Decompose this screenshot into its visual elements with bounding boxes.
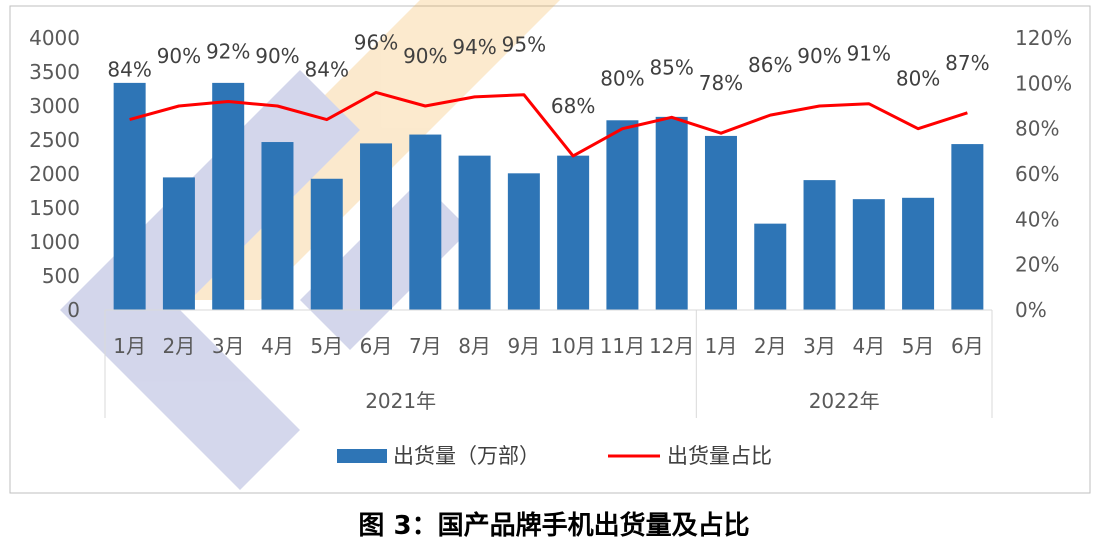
x-tick-label: 3月 — [803, 334, 836, 358]
y-right-tick-label: 0% — [1015, 298, 1047, 322]
bar — [655, 116, 688, 310]
y-right-tick-label: 100% — [1015, 71, 1072, 95]
x-tick-label: 1月 — [705, 334, 738, 358]
data-label: 85% — [649, 55, 693, 79]
x-tick-label: 5月 — [310, 334, 343, 358]
y-right-tick-label: 80% — [1015, 117, 1059, 141]
data-label: 87% — [945, 51, 989, 75]
data-label: 90% — [157, 44, 201, 68]
data-label: 94% — [452, 35, 496, 59]
x-tick-label: 3月 — [212, 334, 245, 358]
x-tick-label: 7月 — [409, 334, 442, 358]
x-tick-label: 4月 — [852, 334, 885, 358]
x-tick-label: 5月 — [902, 334, 935, 358]
group-label: 2021年 — [365, 389, 436, 413]
bar — [261, 142, 294, 310]
x-tick-label: 2月 — [754, 334, 787, 358]
y-left-tick-label: 0 — [67, 298, 80, 322]
data-label: 68% — [551, 94, 595, 118]
y-axis-right: 0% 20% 40% 60% 80% 100% 120% — [1015, 26, 1072, 322]
data-label: 90% — [255, 44, 299, 68]
legend: 出货量（万部） 出货量占比 — [337, 444, 772, 468]
y-axis-left: 0 500 1000 1500 2000 2500 3000 3500 4000 — [29, 26, 80, 322]
bar — [212, 82, 245, 310]
y-left-tick-label: 3000 — [29, 94, 80, 118]
x-tick-label: 4月 — [261, 334, 294, 358]
y-right-tick-label: 120% — [1015, 26, 1072, 50]
x-tick-label: 10月 — [550, 334, 595, 358]
x-tick-label: 6月 — [360, 334, 393, 358]
data-label: 84% — [305, 58, 349, 82]
bar — [704, 135, 737, 310]
y-right-tick-label: 60% — [1015, 162, 1059, 186]
data-label: 95% — [502, 33, 546, 57]
data-label: 86% — [748, 53, 792, 77]
bar — [803, 180, 836, 310]
bar — [852, 199, 885, 310]
bar — [557, 155, 590, 310]
x-tick-label: 8月 — [458, 334, 491, 358]
y-right-tick-label: 40% — [1015, 207, 1059, 231]
bar — [310, 178, 343, 310]
y-right-tick-label: 20% — [1015, 253, 1059, 277]
chart-title: 图 3：国产品牌手机出货量及占比 — [358, 510, 749, 541]
data-label: 80% — [600, 67, 644, 91]
data-label: 92% — [206, 39, 250, 63]
line-data-labels: 84%90% 92% 90%84%96%90% 94% 95%68%80% 85%78%8… — [107, 30, 989, 117]
bar-series — [113, 82, 984, 310]
y-left-tick-label: 4000 — [29, 26, 80, 50]
y-left-tick-label: 3500 — [29, 60, 80, 84]
x-tick-label: 9月 — [507, 334, 540, 358]
bar — [409, 134, 442, 310]
x-tick-label: 2月 — [163, 334, 196, 358]
line-series — [129, 90, 968, 158]
y-left-tick-label: 2000 — [29, 162, 80, 186]
x-axis: 1月 2月 3月 4月 5月 6月 7月 8月 9月 10月 11月 12月 1月 2月 3月 4月 5月 6月 2… — [104, 309, 993, 418]
group-label: 2022年 — [809, 389, 880, 413]
x-tick-label: 1月 — [113, 334, 146, 358]
bar — [754, 223, 787, 310]
data-label: 96% — [354, 30, 398, 54]
data-label: 91% — [847, 42, 891, 66]
legend-bar-swatch — [337, 449, 387, 463]
x-tick-label: 6月 — [951, 334, 984, 358]
y-left-tick-label: 1000 — [29, 230, 80, 254]
y-left-tick-label: 1500 — [29, 196, 80, 220]
bar — [113, 82, 146, 310]
data-label: 90% — [797, 44, 841, 68]
x-tick-label: 11月 — [600, 334, 645, 358]
bar — [162, 177, 195, 310]
data-label: 90% — [403, 44, 447, 68]
legend-line-label: 出货量占比 — [667, 444, 772, 468]
bar — [606, 120, 639, 310]
share-line — [129, 90, 968, 158]
bar — [458, 155, 491, 310]
legend-bar-label: 出货量（万部） — [393, 444, 540, 468]
data-label: 84% — [107, 58, 151, 82]
bar — [902, 197, 935, 310]
y-left-tick-label: 2500 — [29, 128, 80, 152]
x-tick-label: 12月 — [649, 334, 694, 358]
data-label: 80% — [896, 67, 940, 91]
y-left-tick-label: 500 — [42, 264, 80, 288]
bar — [951, 144, 984, 310]
bar — [360, 143, 393, 310]
data-label: 78% — [699, 71, 743, 95]
bar — [507, 173, 540, 310]
